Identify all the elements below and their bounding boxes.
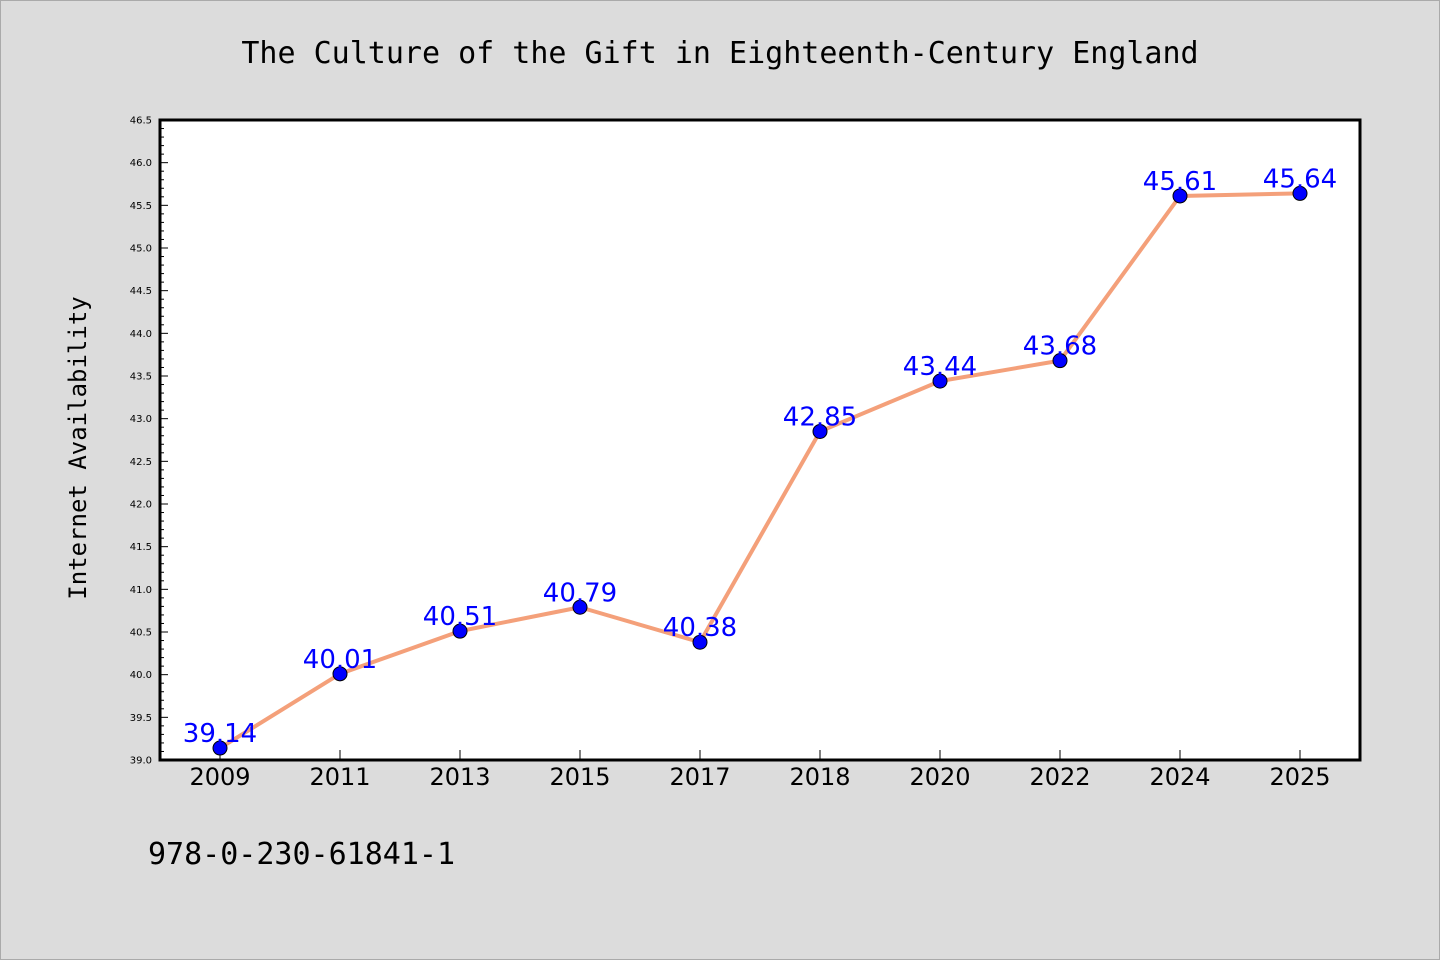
- y-tick-label: 41.5: [130, 542, 152, 553]
- series-line-group: [212, 185, 1308, 756]
- data-point: [212, 740, 228, 756]
- data-point: [332, 666, 348, 682]
- y-tick-label: 40.0: [130, 670, 152, 681]
- data-labels: 39.14 40.01 40.51 40.79 40.38 42.85 43.44 43.68…: [183, 164, 1337, 749]
- y-tick-label: 45.5: [130, 201, 152, 212]
- data-point: [1292, 185, 1308, 201]
- y-tick-label: 43.5: [130, 372, 152, 383]
- y-tick-label: 46.5: [130, 116, 152, 127]
- x-tick-label: 2022: [1029, 763, 1090, 791]
- data-point: [1052, 353, 1068, 369]
- data-label: 40.51: [423, 602, 497, 632]
- chart-title: The Culture of the Gift in Eighteenth-Ce…: [241, 36, 1198, 71]
- x-tick-label: 2025: [1269, 763, 1330, 791]
- data-label: 45.61: [1143, 167, 1217, 197]
- y-tick-label: 43.0: [130, 414, 152, 425]
- data-label: 43.44: [903, 352, 977, 382]
- x-tick-label: 2020: [909, 763, 970, 791]
- y-tick-label: 44.0: [130, 329, 152, 340]
- data-label: 40.01: [303, 645, 377, 675]
- x-tick-label: 2017: [669, 763, 730, 791]
- x-tick-label: 2018: [789, 763, 850, 791]
- y-tick-label: 46.0: [130, 158, 152, 169]
- x-tick-label: 2011: [309, 763, 370, 791]
- data-label: 39.14: [183, 719, 257, 749]
- x-tick-label: 2013: [429, 763, 490, 791]
- data-label: 45.64: [1263, 164, 1337, 194]
- x-tick-label: 2024: [1149, 763, 1210, 791]
- y-tick-label: 39.5: [130, 713, 152, 724]
- y-tick-label: 42.0: [130, 500, 152, 511]
- y-tick-label: 41.0: [130, 585, 152, 596]
- x-axis: 2009 2011 2013 2015 2017 2018 2020 2022 2024 2025: [189, 750, 1331, 791]
- y-tick-label: 40.5: [130, 628, 152, 639]
- data-point: [812, 423, 828, 439]
- data-label: 40.79: [543, 578, 617, 608]
- y-axis-label: Internet Availability: [64, 296, 92, 599]
- y-axis: 39.0 39.5 40.0 40.5 41.0 41.5 42.0 42.5 43.0 43.5…: [130, 116, 168, 767]
- data-point: [1172, 188, 1188, 204]
- data-point: [452, 623, 468, 639]
- y-tick-label: 42.5: [130, 457, 152, 468]
- x-tick-label: 2009: [189, 763, 250, 791]
- y-tick-label: 45.0: [130, 244, 152, 255]
- data-point: [692, 634, 708, 650]
- data-label: 40.38: [663, 613, 737, 643]
- data-label: 43.68: [1023, 332, 1097, 362]
- series-line: [218, 191, 1301, 750]
- y-tick-label: 39.0: [130, 756, 152, 767]
- data-point: [932, 373, 948, 389]
- isbn-text: 978-0-230-61841-1: [148, 837, 455, 872]
- x-tick-label: 2015: [549, 763, 610, 791]
- data-point: [572, 599, 588, 615]
- data-label: 42.85: [783, 402, 857, 432]
- y-tick-label: 44.5: [130, 286, 152, 297]
